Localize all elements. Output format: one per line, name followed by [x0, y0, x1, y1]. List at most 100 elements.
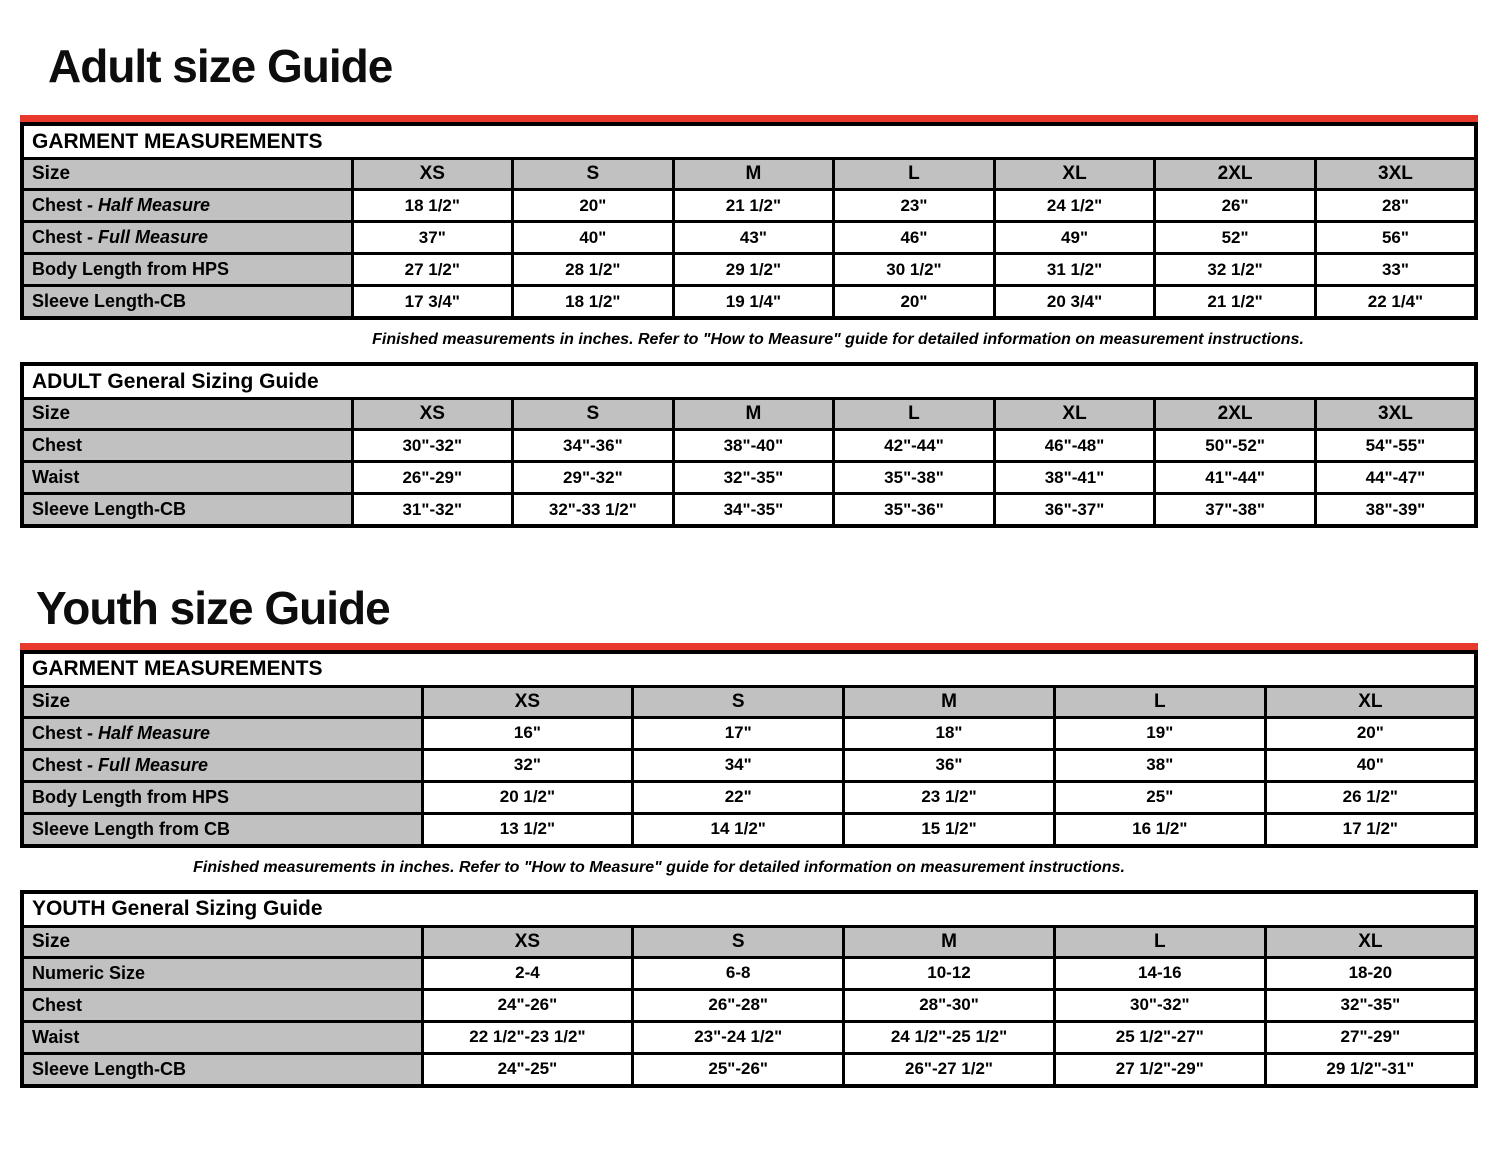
cell-value: 25 1/2"-27"	[1052, 1019, 1267, 1055]
cell-value: 34"	[631, 747, 846, 783]
cell-value: 30 1/2"	[832, 252, 996, 288]
cell-value: 24"-26"	[420, 987, 635, 1023]
red-accent-line	[20, 642, 1478, 650]
column-header: XS	[350, 397, 515, 432]
cell-value: 33"	[1313, 252, 1478, 288]
adult-size-guide-heading: Adult size Guide	[48, 40, 393, 92]
cell-value: 28"-30"	[842, 987, 1056, 1023]
cell-value: 29 1/2"	[671, 252, 836, 288]
cell-value: 40"	[511, 220, 675, 256]
row-label: Chest - Half Measure	[20, 715, 424, 751]
red-accent-line	[20, 115, 1478, 123]
table-row: Chest 24"-26" 26"-28" 28"-30" 30"-32" 32"-35"	[20, 987, 1478, 1023]
cell-value: 50"-52"	[1153, 428, 1317, 464]
cell-value: 21 1/2"	[1153, 284, 1317, 320]
cell-value: 30"-32"	[350, 428, 515, 464]
cell-value: 25"-26"	[631, 1051, 846, 1088]
row-label: Sleeve Length-CB	[20, 1051, 424, 1088]
youth-section: Youth size Guide GARMENT MEASUREMENTS Siz…	[0, 528, 1498, 1088]
cell-value: 22 1/4"	[1313, 284, 1478, 320]
cell-value: 18-20	[1263, 955, 1478, 991]
column-header: XL	[992, 397, 1157, 432]
row-label: Chest - Full Measure	[20, 220, 354, 256]
row-label: Body Length from HPS	[20, 779, 424, 815]
table-title: YOUTH General Sizing Guide	[20, 890, 1478, 928]
cell-value: 17 3/4"	[350, 284, 515, 320]
table-row: Body Length from HPS 27 1/2" 28 1/2" 29 1/2…	[20, 252, 1478, 288]
row-label: Sleeve Length-CB	[20, 492, 354, 528]
cell-value: 14 1/2"	[631, 811, 846, 848]
youth-size-guide-heading: Youth size Guide	[36, 582, 391, 635]
cell-value: 21 1/2"	[671, 188, 836, 224]
column-header: S	[631, 924, 846, 959]
cell-value: 36"	[842, 747, 1056, 783]
cell-value: 18 1/2"	[511, 284, 675, 320]
column-header: XS	[420, 684, 635, 719]
adult-general-sizing-table: ADULT General Sizing Guide Size XS S M L XL 2XL…	[20, 362, 1478, 529]
adult-garment-measurements-table: GARMENT MEASUREMENTS Size XS S M L XL 2XL 3XL Che…	[20, 122, 1478, 321]
cell-value: 20"	[511, 188, 675, 224]
row-label: Sleeve Length from CB	[20, 811, 424, 848]
cell-value: 49"	[992, 220, 1157, 256]
table-title: GARMENT MEASUREMENTS	[20, 122, 1478, 161]
cell-value: 32"-35"	[1263, 987, 1478, 1023]
table-row: Chest - Half Measure 18 1/2" 20" 21 1/2" 23"…	[20, 188, 1478, 224]
column-header: XL	[1263, 924, 1478, 959]
cell-value: 32 1/2"	[1153, 252, 1317, 288]
youth-garment-measurements-table: GARMENT MEASUREMENTS Size XS S M L XL Chest - H…	[20, 649, 1478, 848]
cell-value: 32"-33 1/2"	[511, 492, 675, 528]
table-row: Sleeve Length-CB 17 3/4" 18 1/2" 19 1/4" 20"…	[20, 284, 1478, 320]
cell-value: 15 1/2"	[842, 811, 1056, 848]
cell-value: 30"-32"	[1052, 987, 1267, 1023]
row-label: Chest - Half Measure	[20, 188, 354, 224]
cell-value: 20 3/4"	[992, 284, 1157, 320]
table-row: Sleeve Length from CB 13 1/2" 14 1/2" 15 1/…	[20, 811, 1478, 848]
cell-value: 31 1/2"	[992, 252, 1157, 288]
youth-note-wrap: Finished measurements in inches. Refer t…	[20, 848, 1478, 890]
cell-value: 28"	[1313, 188, 1478, 224]
cell-value: 38"-41"	[992, 460, 1157, 496]
cell-value: 18 1/2"	[350, 188, 515, 224]
size-header-label: Size	[20, 397, 354, 432]
column-header: M	[842, 924, 1056, 959]
cell-value: 26"	[1153, 188, 1317, 224]
cell-value: 2-4	[420, 955, 635, 991]
adult-note-wrap: Finished measurements in inches. Refer t…	[20, 320, 1478, 362]
cell-value: 32"-35"	[671, 460, 836, 496]
size-header-label: Size	[20, 924, 424, 959]
cell-value: 38"-40"	[671, 428, 836, 464]
cell-value: 56"	[1313, 220, 1478, 256]
cell-value: 26"-27 1/2"	[842, 1051, 1056, 1088]
column-header: XS	[420, 924, 635, 959]
cell-value: 22 1/2"-23 1/2"	[420, 1019, 635, 1055]
cell-value: 23"-24 1/2"	[631, 1019, 846, 1055]
cell-value: 27 1/2"	[350, 252, 515, 288]
column-header: M	[671, 397, 836, 432]
cell-value: 26"-29"	[350, 460, 515, 496]
column-header: L	[1052, 684, 1267, 719]
table-row: Chest 30"-32" 34"-36" 38"-40" 42"-44" 46"-48"…	[20, 428, 1478, 464]
row-label: Waist	[20, 460, 354, 496]
cell-value: 37"-38"	[1153, 492, 1317, 528]
cell-value: 46"	[832, 220, 996, 256]
column-header: M	[671, 157, 836, 192]
table-row: Waist 22 1/2"-23 1/2" 23"-24 1/2" 24 1/2"-2…	[20, 1019, 1478, 1055]
column-header: L	[1052, 924, 1267, 959]
cell-value: 35"-38"	[832, 460, 996, 496]
cell-value: 29 1/2"-31"	[1263, 1051, 1478, 1088]
column-header: 3XL	[1313, 157, 1478, 192]
cell-value: 24"-25"	[420, 1051, 635, 1088]
column-header: XL	[1263, 684, 1478, 719]
column-header: L	[832, 157, 996, 192]
table-title: GARMENT MEASUREMENTS	[20, 650, 1478, 688]
cell-value: 35"-36"	[832, 492, 996, 528]
cell-value: 26"-28"	[631, 987, 846, 1023]
table-row: Sleeve Length-CB 31"-32" 32"-33 1/2" 34"-35…	[20, 492, 1478, 528]
adult-section: Adult size Guide GARMENT MEASUREMENTS Siz…	[0, 0, 1498, 529]
cell-value: 38"-39"	[1313, 492, 1478, 528]
column-header: XL	[992, 157, 1157, 192]
cell-value: 20"	[832, 284, 996, 320]
measurement-note: Finished measurements in inches. Refer t…	[193, 858, 1125, 876]
size-header-label: Size	[20, 684, 424, 719]
